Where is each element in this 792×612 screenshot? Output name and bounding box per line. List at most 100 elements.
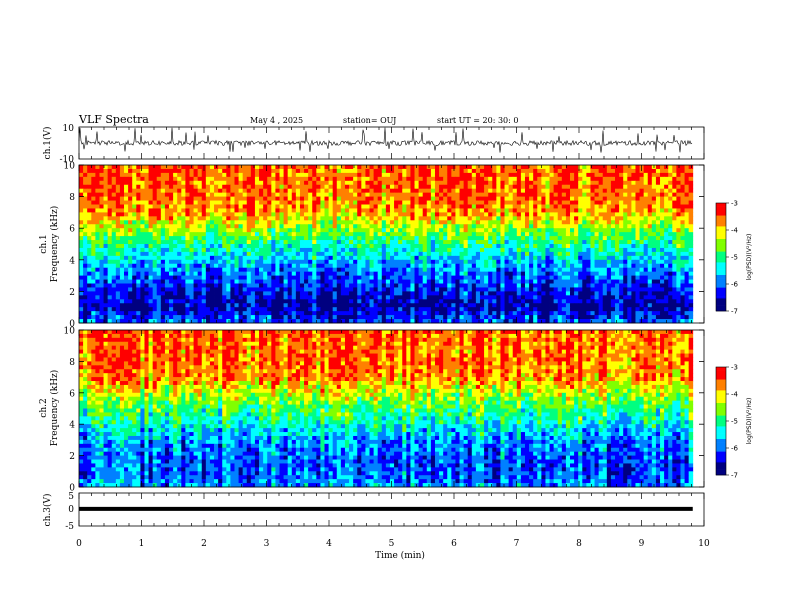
ch1-spectrogram-cell xyxy=(610,263,616,269)
ch1-spectrogram-cell xyxy=(209,224,215,229)
ch1-spectrogram-cell xyxy=(373,188,379,194)
ch1-spectrogram-cell xyxy=(336,184,342,190)
ch1-spectrogram-cell xyxy=(447,279,452,284)
ch1-spectrogram-cell xyxy=(83,279,88,284)
ch1-spectrogram-cell xyxy=(655,263,661,269)
ch1-spectrogram-cell xyxy=(426,255,432,261)
ch1-spectrogram-cell xyxy=(574,200,579,205)
ch1-spectrogram-cell xyxy=(439,251,444,257)
ch1-spectrogram-cell xyxy=(124,283,129,288)
ch1-spectrogram-cell xyxy=(439,271,444,276)
ch1-spectrogram-cell xyxy=(402,172,407,178)
ch1-spectrogram-cell xyxy=(394,176,399,182)
ch1-spectrogram-cell xyxy=(492,251,497,257)
ch1-spectrogram-cell xyxy=(160,255,166,261)
ch1-spectrogram-cell xyxy=(414,267,420,273)
ch1-spectrogram-cell xyxy=(402,180,407,186)
ch1-spectrogram-cell xyxy=(377,228,383,233)
ch1-spectrogram-cell xyxy=(606,279,612,284)
ch1-spectrogram-cell xyxy=(242,228,248,233)
ch1-spectrogram-cell xyxy=(205,251,211,257)
ch1-spectrogram-cell xyxy=(279,228,284,233)
ch1-spectrogram-cell xyxy=(267,236,272,241)
ch1-spectrogram-cell xyxy=(635,208,640,213)
ch1-spectrogram-cell xyxy=(283,267,289,273)
ch1-spectrogram-cell xyxy=(185,236,190,241)
ch1-spectrogram-cell xyxy=(553,255,559,261)
ch1-spectrogram-cell xyxy=(606,200,612,205)
ch1-spectrogram-cell xyxy=(570,267,575,273)
ch1-spectrogram-cell xyxy=(263,176,268,182)
ch1-spectrogram-cell xyxy=(246,224,252,229)
ch1-spectrogram-cell xyxy=(508,196,514,201)
ch1-spectrogram-cell xyxy=(570,240,575,245)
ch1-spectrogram-cell xyxy=(635,236,640,241)
ch1-spectrogram-cell xyxy=(99,295,104,300)
ch1-spectrogram-cell xyxy=(181,220,186,225)
ch1-spectrogram-cell xyxy=(492,275,497,280)
ch1-spectrogram-cell xyxy=(246,216,252,221)
ch1-spectrogram-cell xyxy=(479,236,485,241)
ch1-spectrogram-cell xyxy=(660,271,665,276)
ch1-spectrogram-cell xyxy=(353,228,358,233)
ch1-spectrogram-cell xyxy=(520,168,526,174)
ch1-spectrogram-cell xyxy=(246,165,252,170)
header-start-time: start UT = 20: 30: 0 xyxy=(437,116,518,125)
ch1-spectrogram-cell xyxy=(545,216,550,221)
ch1-spectrogram-cell xyxy=(169,200,174,205)
ch1-spectrogram-cell xyxy=(389,271,395,276)
ch1-spectrogram-cell xyxy=(353,192,358,197)
ch1-spectrogram-cell xyxy=(148,188,154,194)
ch1-spectrogram-cell xyxy=(111,279,117,284)
ch1-spectrogram-cell xyxy=(91,228,96,233)
ch1-spectrogram-cell xyxy=(615,247,620,253)
ch1-spectrogram-cell xyxy=(107,196,113,201)
ch1-spectrogram-cell xyxy=(242,279,248,284)
ch1-spectrogram-cell xyxy=(418,228,424,233)
ch1-spectrogram-cell xyxy=(95,196,100,201)
ch1-spectrogram-cell xyxy=(598,247,604,253)
ch1-spectrogram-cell xyxy=(447,184,452,190)
ch1-spectrogram-cell xyxy=(533,216,538,221)
ch1-spectrogram-cell xyxy=(254,255,260,261)
ch1-spectrogram-cell xyxy=(615,228,620,233)
ch1-spectrogram-cell xyxy=(443,240,448,245)
ch1-spectrogram-cell xyxy=(422,208,428,213)
ch1-spectrogram-cell xyxy=(389,236,395,241)
ch1-spectrogram-cell xyxy=(226,236,231,241)
ch1-spectrogram-cell xyxy=(169,216,174,221)
ch1-spectrogram-cell xyxy=(218,224,223,229)
ch1-spectrogram-cell xyxy=(349,165,354,170)
ch1-spectrogram-cell xyxy=(169,228,174,233)
ch1-spectrogram-cell xyxy=(672,240,677,245)
ch1-spectrogram-cell xyxy=(475,275,481,280)
ch1-spectrogram-cell xyxy=(361,224,366,229)
ch1-spectrogram-cell xyxy=(152,271,158,276)
ch1-spectrogram-cell xyxy=(283,255,289,261)
ch1-spectrogram-cell xyxy=(434,275,440,280)
ch1-spectrogram-cell xyxy=(455,271,460,276)
ch1-spectrogram-cell xyxy=(602,204,608,209)
ch1-spectrogram-cell xyxy=(295,236,301,241)
ch1-spectrogram-cell xyxy=(451,184,456,190)
ch1-spectrogram-cell xyxy=(639,275,645,280)
ch1-spectrogram-cell xyxy=(463,228,469,233)
ch1-spectrogram-cell xyxy=(83,232,88,237)
ch1-spectrogram-cell xyxy=(222,271,227,276)
ch1-spectrogram-cell xyxy=(234,172,239,178)
ch1-spectrogram-cell xyxy=(226,271,231,276)
ch1-spectrogram-cell xyxy=(512,220,518,225)
ch1-spectrogram-cell xyxy=(197,180,203,186)
ch1-spectrogram-cell xyxy=(226,212,231,217)
ch1-spectrogram-cell xyxy=(434,188,440,194)
ch1-spectrogram-cell xyxy=(369,168,374,174)
ch1-spectrogram-cell xyxy=(299,192,305,197)
ch1-spectrogram-cell xyxy=(643,212,649,217)
ch1-spectrogram-cell xyxy=(684,228,690,233)
ch1-spectrogram-cell xyxy=(222,188,227,194)
ch1-spectrogram-cell xyxy=(385,216,391,221)
ch1-spectrogram-cell xyxy=(594,180,600,186)
ch1-spectrogram-cell xyxy=(570,251,575,257)
ch1-spectrogram-cell xyxy=(132,196,137,201)
ch1-spectrogram-cell xyxy=(557,165,563,170)
